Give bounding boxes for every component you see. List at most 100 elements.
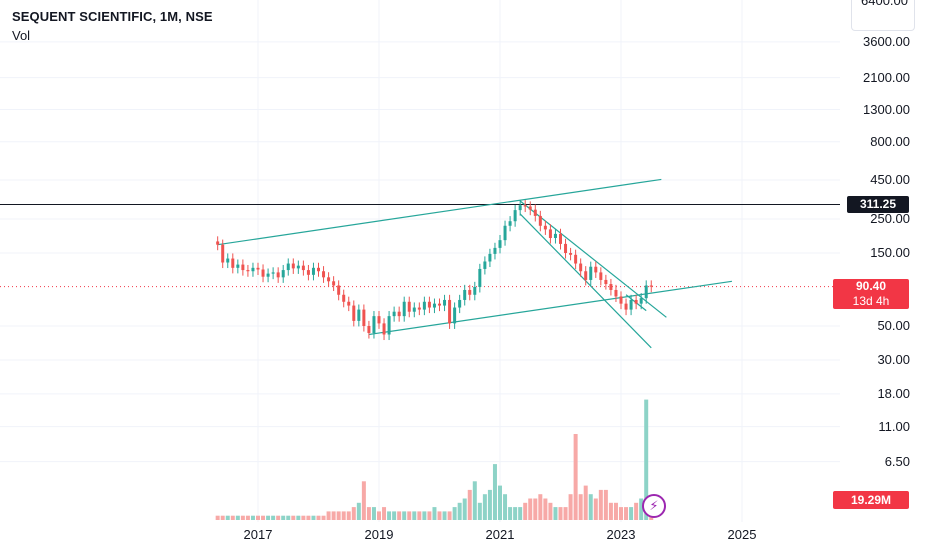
symbol-title[interactable]: SEQUENT SCIENTIFIC, 1M, NSE xyxy=(12,9,213,24)
candle-body xyxy=(327,277,331,282)
price-scale-top-label: 6400.00 xyxy=(851,0,915,31)
volume-label[interactable]: Vol xyxy=(12,28,31,43)
volume-bar xyxy=(276,515,281,520)
volume-bar xyxy=(523,502,528,520)
candle-body xyxy=(523,205,527,207)
candle-body xyxy=(412,307,416,312)
volume-bar xyxy=(382,507,387,520)
candle-body xyxy=(448,299,452,324)
volume-bar xyxy=(462,498,467,520)
candle-body xyxy=(438,303,441,306)
time-tick-label: 2017 xyxy=(243,527,273,542)
volume-bar xyxy=(553,507,558,520)
price-tick-label: 30.00 xyxy=(877,351,910,367)
candle-body xyxy=(367,326,371,334)
volume-bar xyxy=(432,507,437,520)
volume-bar xyxy=(513,507,518,520)
candle-body xyxy=(226,258,230,263)
candle-body xyxy=(513,210,517,222)
volume-bar xyxy=(563,507,568,520)
price-tick-label: 6.50 xyxy=(884,453,910,469)
candle-body xyxy=(357,309,361,321)
candle-body xyxy=(599,272,603,280)
volume-bar xyxy=(644,399,649,520)
volume-bar xyxy=(301,515,306,520)
price-tick-label: 3600.00 xyxy=(863,33,910,49)
volume-bar xyxy=(588,494,593,520)
candle-body xyxy=(619,296,623,304)
candle-body xyxy=(291,263,295,269)
volume-bar xyxy=(341,511,346,520)
candle-body xyxy=(397,311,401,317)
volume-bar xyxy=(477,502,482,520)
candle-body xyxy=(281,270,285,278)
volume-bars xyxy=(215,399,654,520)
candle-body xyxy=(387,316,391,335)
candle-body xyxy=(533,209,537,216)
volume-bar xyxy=(619,507,623,520)
horizontal-levels xyxy=(0,203,840,288)
trendline xyxy=(217,178,662,246)
candle-body xyxy=(317,267,320,272)
volume-bar xyxy=(366,507,371,520)
volume-bar xyxy=(447,511,452,520)
candle-body xyxy=(453,307,457,324)
candle-body xyxy=(432,303,436,308)
volume-bar xyxy=(498,485,502,520)
candle-body xyxy=(478,268,482,287)
candle-body xyxy=(402,301,406,317)
candle-body xyxy=(614,289,618,297)
candle-body xyxy=(377,316,381,324)
volume-bar xyxy=(482,494,487,520)
volume-bar xyxy=(613,502,618,520)
volume-bar xyxy=(387,511,392,520)
volume-bar xyxy=(427,511,432,520)
time-tick-label: 2019 xyxy=(364,527,394,542)
volume-bar xyxy=(291,515,296,520)
volume-bar xyxy=(508,507,513,520)
volume-bar xyxy=(261,515,266,520)
candle-body xyxy=(543,225,547,230)
candle-body xyxy=(261,269,265,277)
volume-bar xyxy=(306,515,311,520)
chart-grid xyxy=(0,0,840,522)
price-tick-label: 11.00 xyxy=(878,418,910,434)
candle-body xyxy=(569,253,573,255)
volume-bar xyxy=(568,494,573,520)
price-tick-label: 18.00 xyxy=(877,385,910,401)
volume-bar xyxy=(311,515,316,520)
volume-bar xyxy=(412,511,417,520)
time-tick-label: 2023 xyxy=(606,527,636,542)
candle-body xyxy=(342,294,346,302)
candle-body xyxy=(483,261,487,269)
candle-body xyxy=(604,279,608,285)
price-tick-label: 50.00 xyxy=(877,318,910,333)
volume-bar xyxy=(472,481,477,520)
volume-bar xyxy=(321,515,326,520)
trendline xyxy=(368,280,733,336)
candle-body xyxy=(503,225,507,241)
candle-body xyxy=(574,254,578,264)
volume-bar xyxy=(639,498,644,520)
volume-bar xyxy=(634,502,639,520)
candle-body xyxy=(332,281,336,286)
candle-body xyxy=(584,271,588,280)
candle-body xyxy=(458,299,462,308)
volume-bar xyxy=(629,507,634,520)
volume-bar xyxy=(361,481,366,520)
bolt-icon[interactable]: ⚡ xyxy=(642,494,666,518)
volume-bar xyxy=(326,511,331,520)
volume-bar xyxy=(256,515,260,520)
candle-body xyxy=(548,229,552,238)
price-tick-label: 150.00 xyxy=(870,245,910,260)
candle-body xyxy=(236,264,240,268)
volume-bar xyxy=(235,515,240,520)
volume-bar xyxy=(336,511,341,520)
candle-body xyxy=(362,309,366,326)
volume-bar xyxy=(583,485,588,520)
last-volume-badge: 19.29M xyxy=(833,491,909,509)
volume-bar xyxy=(437,511,442,520)
volume-bar xyxy=(603,489,608,520)
candle-body xyxy=(296,265,300,269)
